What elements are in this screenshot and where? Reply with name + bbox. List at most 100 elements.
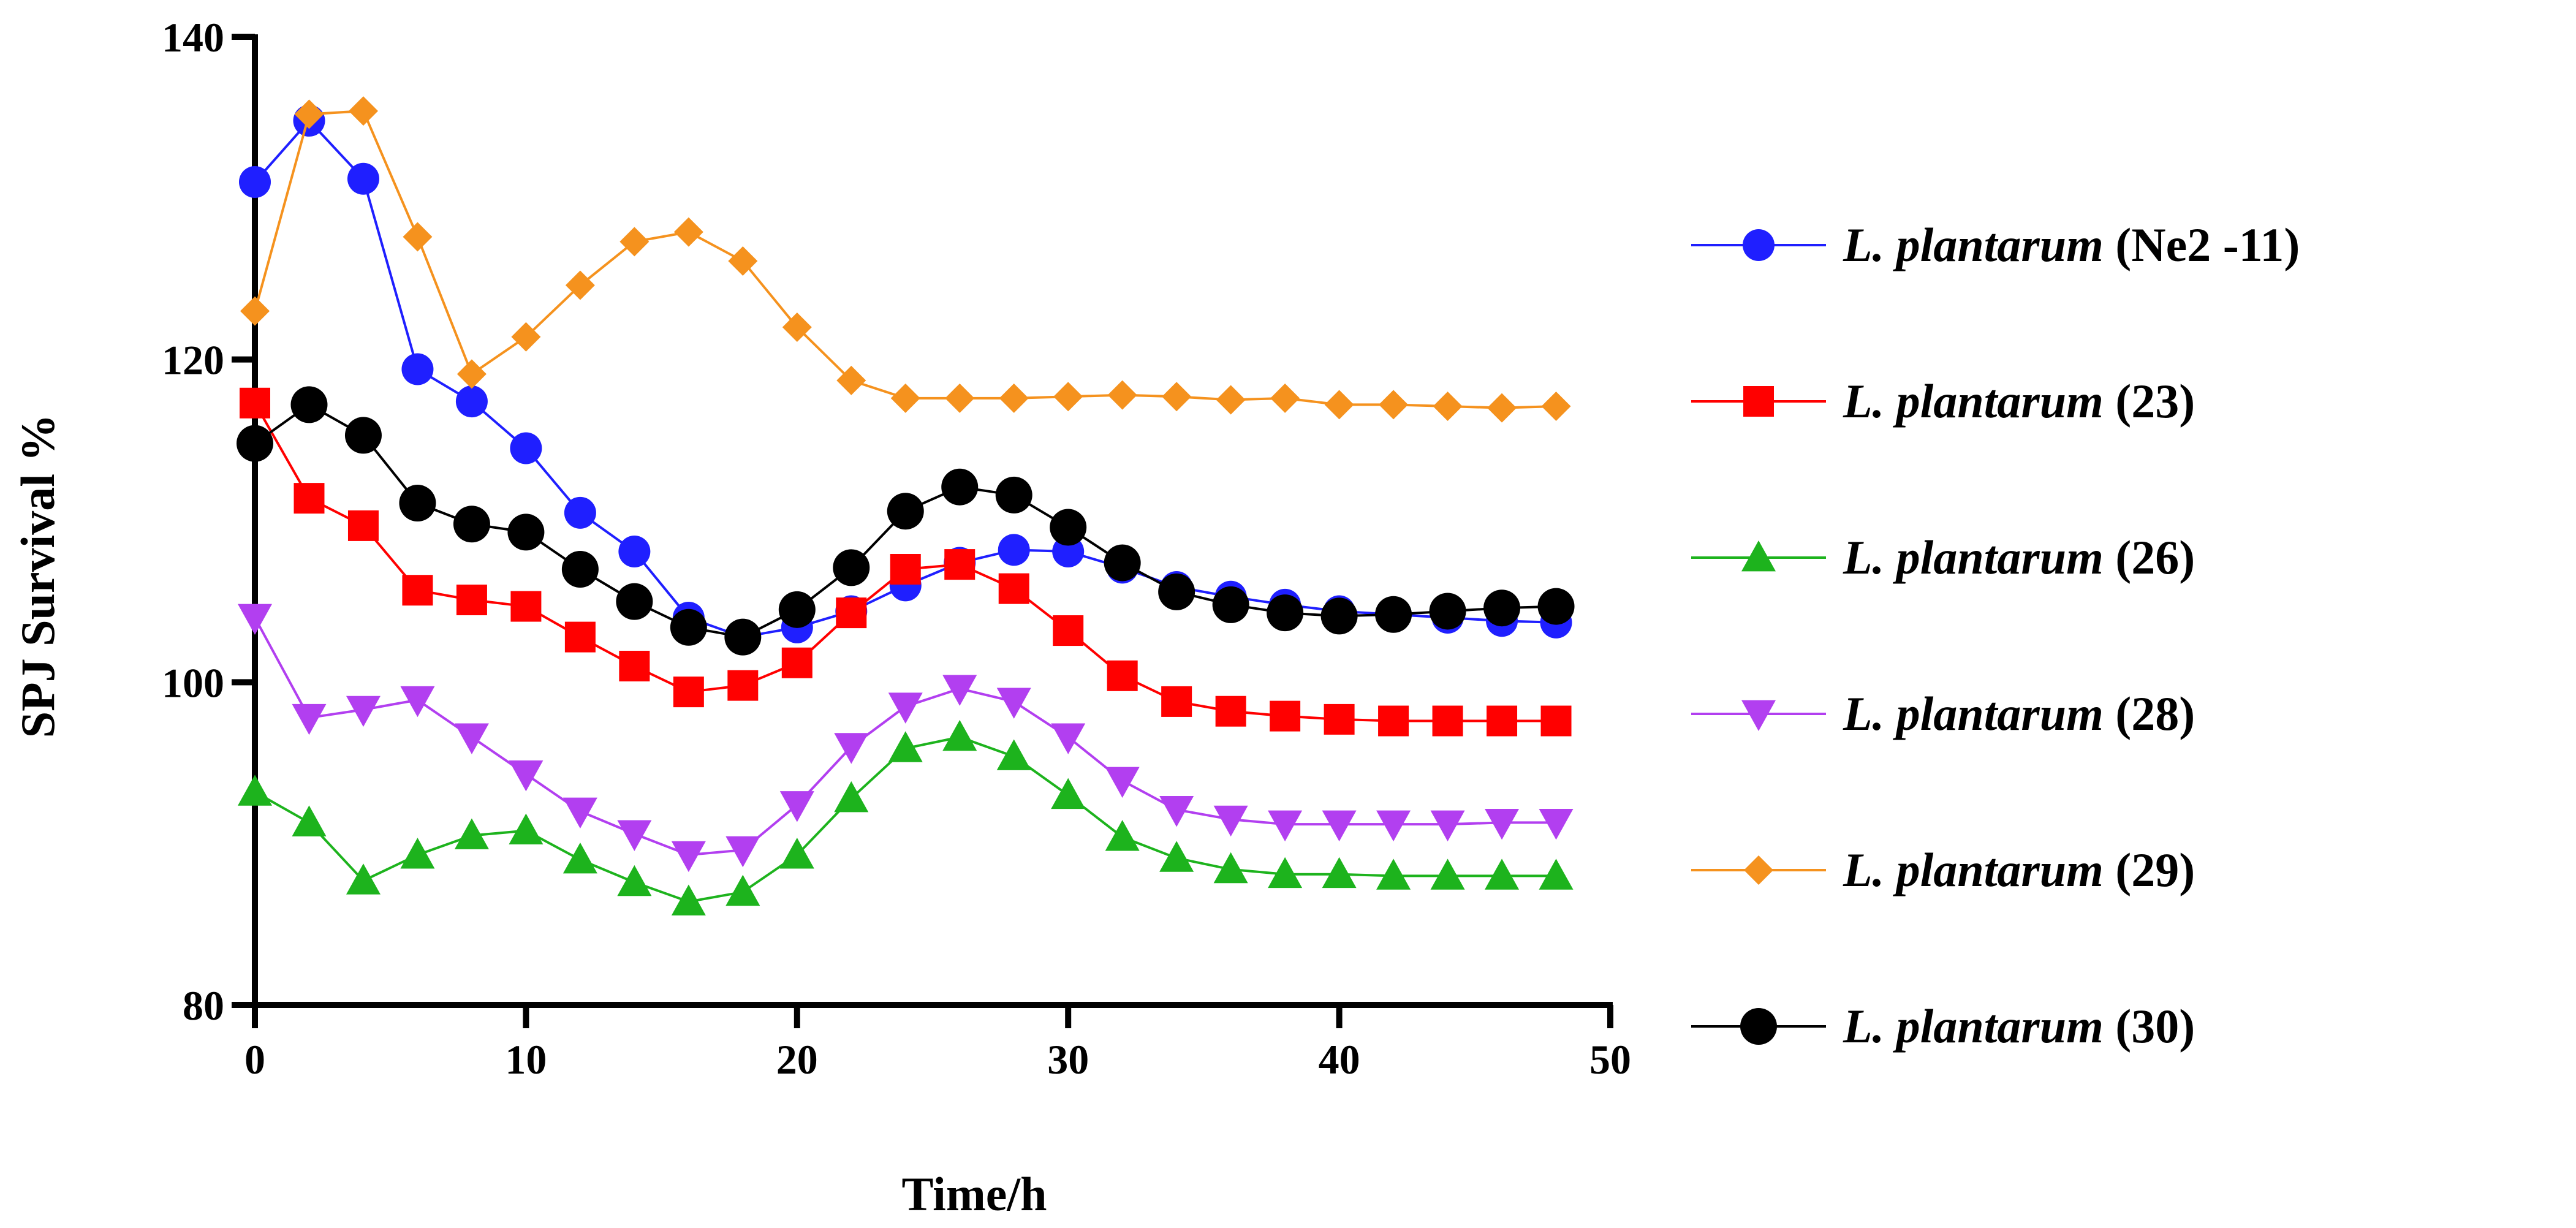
- x-tick-label: 50: [1589, 1036, 1631, 1083]
- data-point: [455, 385, 488, 418]
- legend-label: L. plantarum (30): [1843, 999, 2195, 1053]
- data-point: [1539, 858, 1574, 890]
- data-point: [346, 695, 381, 727]
- legend-label: L. plantarum (29): [1843, 843, 2195, 896]
- data-point: [1267, 594, 1304, 632]
- data-point: [887, 493, 924, 530]
- data-point: [1159, 841, 1194, 872]
- data-point: [400, 838, 435, 869]
- data-point: [507, 514, 545, 551]
- legend: L. plantarum (Ne2 -11)L. plantarum (23)L…: [1691, 218, 2300, 1053]
- data-point: [1430, 810, 1465, 842]
- legend-label-strain: (Ne2 -11): [2104, 218, 2300, 271]
- data-point: [510, 432, 542, 464]
- data-point: [1324, 703, 1355, 735]
- x-axis-title: Time/h: [902, 1167, 1047, 1221]
- data-point: [995, 476, 1032, 514]
- data-point: [239, 166, 271, 198]
- legend-label: L. plantarum (Ne2 -11): [1843, 218, 2300, 271]
- x-tick-label: 40: [1319, 1036, 1360, 1083]
- y-tick-label: 80: [183, 982, 224, 1029]
- data-point: [1213, 852, 1248, 884]
- data-point: [292, 703, 327, 735]
- data-point: [1433, 392, 1463, 422]
- data-point: [347, 510, 379, 541]
- data-point: [1268, 810, 1303, 842]
- data-point: [1320, 597, 1358, 635]
- legend-marker: [1741, 700, 1776, 731]
- legend-label-species: L. plantarum: [1843, 999, 2104, 1053]
- data-point: [942, 719, 977, 751]
- data-point: [1379, 390, 1409, 420]
- data-point: [890, 554, 921, 585]
- data-point: [1376, 858, 1411, 890]
- data-point: [294, 483, 325, 514]
- data-point: [347, 162, 379, 195]
- legend-entry-1: L. plantarum (23): [1691, 374, 2195, 428]
- legend-marker: [1741, 540, 1776, 572]
- data-point: [888, 731, 923, 762]
- legend-label-strain: (30): [2104, 999, 2195, 1053]
- series-5: [237, 386, 1575, 656]
- data-point: [836, 365, 866, 395]
- data-point: [781, 647, 813, 678]
- data-point: [1430, 858, 1465, 890]
- data-point: [1539, 809, 1574, 840]
- x-tick-label: 20: [776, 1036, 818, 1083]
- data-point: [403, 222, 433, 252]
- data-point: [1053, 615, 1084, 646]
- data-point: [728, 246, 758, 276]
- legend-entry-4: L. plantarum (29): [1691, 843, 2195, 896]
- legend-label-strain: (28): [2104, 687, 2195, 740]
- data-point: [240, 296, 270, 326]
- data-point: [509, 760, 544, 792]
- data-point: [1159, 795, 1194, 827]
- data-point: [1104, 544, 1141, 582]
- legend-marker: [1743, 229, 1775, 261]
- legend-marker: [1744, 855, 1773, 885]
- series-line: [254, 110, 1556, 409]
- data-point: [1541, 392, 1571, 422]
- data-point: [782, 313, 812, 342]
- series-4: [240, 96, 1571, 423]
- legend-entry-3: L. plantarum (28): [1691, 687, 2195, 740]
- data-point: [1378, 705, 1409, 737]
- data-point: [725, 874, 760, 906]
- data-point: [673, 217, 703, 247]
- legend-label-species: L. plantarum: [1843, 843, 2104, 896]
- data-point: [1322, 810, 1357, 842]
- data-point: [399, 485, 436, 522]
- data-point: [779, 838, 814, 869]
- data-point: [1212, 586, 1249, 623]
- legend-label: L. plantarum (23): [1843, 374, 2195, 428]
- data-point: [671, 884, 706, 915]
- legend-label-species: L. plantarum: [1843, 374, 2104, 428]
- data-point: [454, 818, 489, 849]
- data-point: [1485, 809, 1520, 840]
- data-point: [564, 496, 596, 529]
- data-point: [564, 621, 596, 653]
- y-tick-label: 120: [162, 337, 224, 384]
- data-point: [1485, 858, 1520, 890]
- legend-marker: [1740, 1008, 1777, 1045]
- series-1: [240, 387, 1572, 737]
- data-point: [996, 688, 1031, 719]
- data-point: [454, 723, 489, 754]
- data-point: [563, 797, 597, 828]
- data-point: [619, 651, 650, 681]
- data-point: [290, 386, 328, 423]
- data-point: [999, 383, 1029, 413]
- data-point: [888, 692, 923, 724]
- x-tick-label: 0: [244, 1036, 265, 1083]
- data-point: [240, 387, 270, 419]
- data-point: [1429, 593, 1466, 630]
- data-point: [292, 805, 327, 836]
- data-point: [779, 791, 814, 822]
- data-point: [834, 781, 869, 813]
- data-point: [836, 597, 867, 629]
- legend-entry-0: L. plantarum (Ne2 -11): [1691, 218, 2300, 271]
- data-point: [1216, 385, 1246, 415]
- data-point: [565, 270, 595, 300]
- series-3: [238, 604, 1574, 873]
